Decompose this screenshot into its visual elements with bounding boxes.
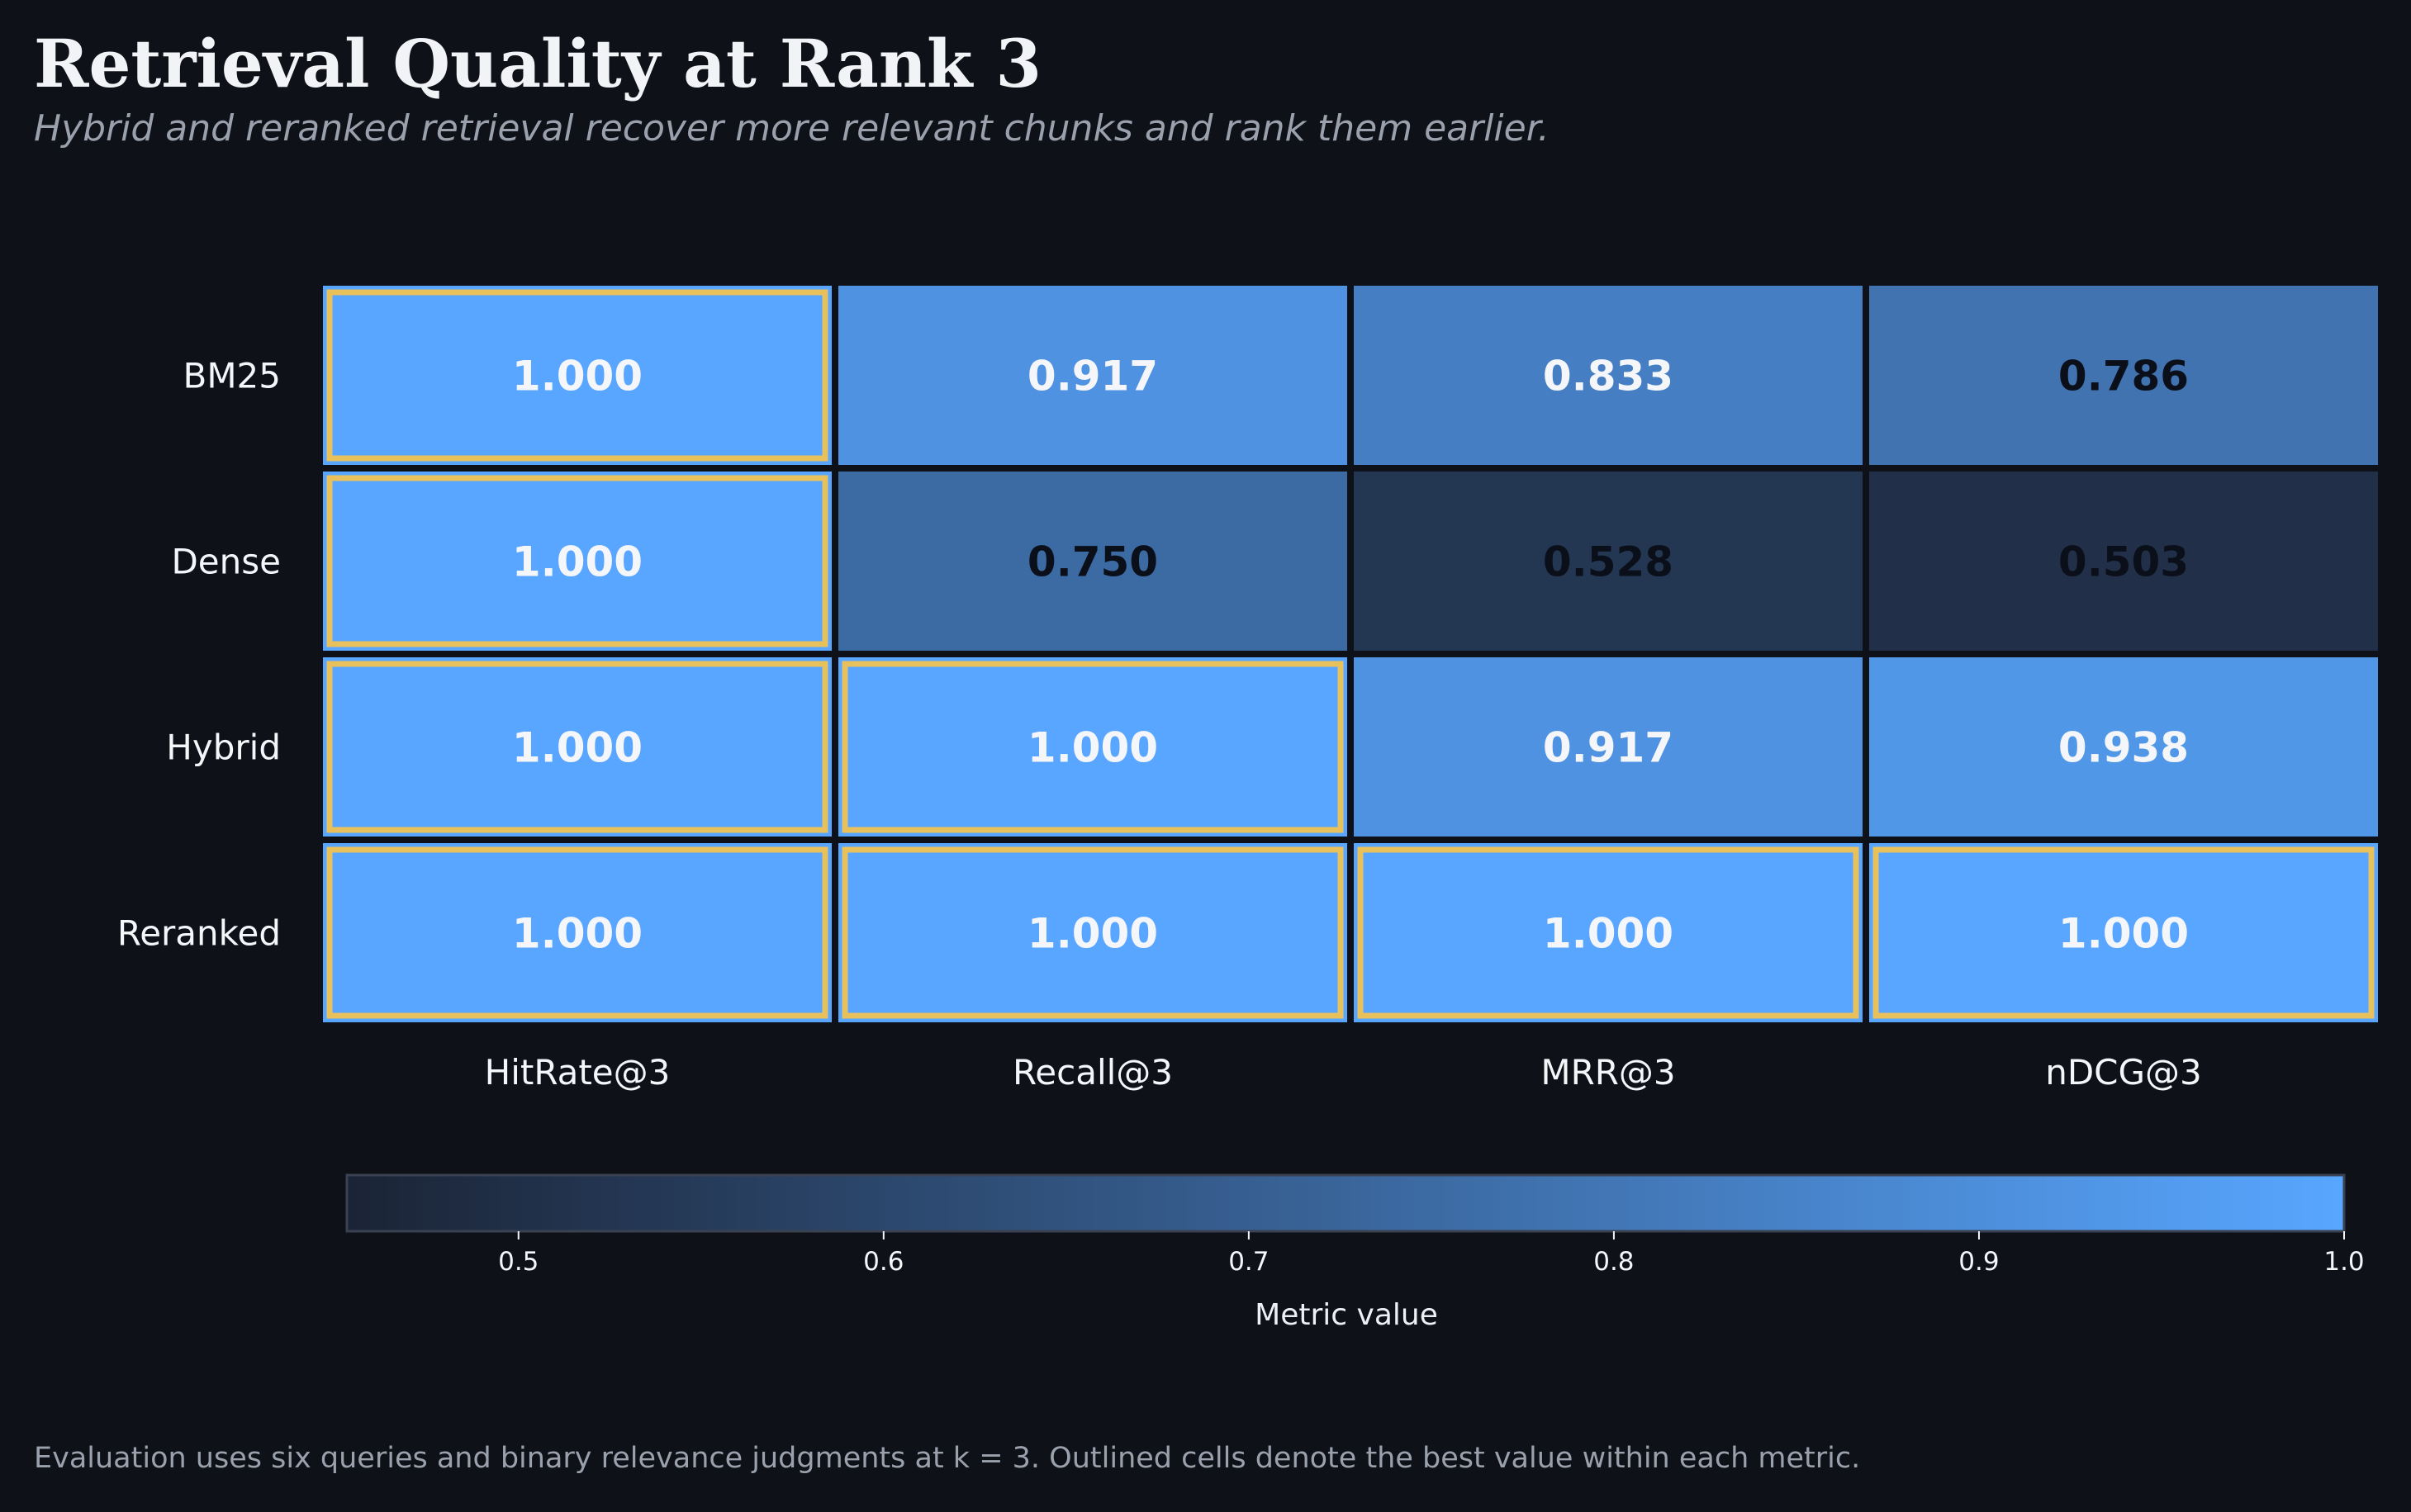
cell-value-label: 0.750 <box>1028 538 1158 586</box>
cell-value-label: 1.000 <box>512 538 643 586</box>
best-value-outline <box>842 846 1344 1019</box>
colorbar-label: Metric value <box>1255 1298 1438 1332</box>
heatmap-cell <box>1863 465 2385 657</box>
cell-value-label: 0.503 <box>2058 538 2189 586</box>
cell-value-label: 1.000 <box>1028 910 1158 958</box>
row-label: Dense <box>171 542 281 582</box>
colorbar-tick-label: 0.8 <box>1593 1247 1634 1277</box>
colorbar-tick-label: 0.5 <box>498 1247 539 1277</box>
cell-value-label: 1.000 <box>1543 910 1673 958</box>
heatmap-cell <box>1863 651 2385 843</box>
row-label: BM25 <box>183 356 282 396</box>
best-value-outline <box>326 475 828 647</box>
cell-value-label: 1.000 <box>1028 724 1158 772</box>
cell-value-label: 0.833 <box>1543 353 1673 401</box>
colorbar-tick-label: 0.9 <box>1958 1247 1999 1277</box>
heatmap-cell <box>1347 837 1869 1029</box>
chart-title: Retrieval Quality at Rank 3 <box>34 25 1042 102</box>
column-label: MRR@3 <box>1540 1052 1675 1093</box>
column-label: nDCG@3 <box>2045 1052 2202 1093</box>
row-label: Hybrid <box>166 728 281 768</box>
cell-value-label: 0.938 <box>2058 724 2189 772</box>
heatmap-cell <box>832 279 1354 472</box>
colorbar-tick-label: 0.6 <box>863 1247 904 1277</box>
row-label: Reranked <box>117 913 281 954</box>
heatmap-cells: 1.000 0.917 0.833 0.786 1.000 0.750 0.528 0.503… <box>316 279 2385 1029</box>
column-label: Recall@3 <box>1013 1052 1173 1093</box>
chart-subtitle: Hybrid and reranked retrieval recover mo… <box>34 107 1550 149</box>
colorbar-tick-label: 0.7 <box>1228 1247 1269 1277</box>
best-value-outline <box>326 289 828 462</box>
heatmap-cell <box>832 651 1354 843</box>
cell-value-label: 0.786 <box>2058 353 2189 401</box>
colorbar: 0.5 0.6 0.7 0.8 0.9 1.0 <box>345 1173 2365 1277</box>
heatmap-cell <box>316 837 838 1029</box>
best-value-outline <box>1872 846 2375 1019</box>
best-value-outline <box>842 661 1344 833</box>
best-value-outline <box>326 661 828 833</box>
footnote: Evaluation uses six queries and binary r… <box>34 1442 1861 1475</box>
best-value-outline <box>1357 846 1859 1019</box>
cell-value-label: 0.528 <box>1543 538 1673 586</box>
heatmap-cell <box>1863 837 2385 1029</box>
heatmap-cell <box>832 465 1354 657</box>
cell-value-label: 0.917 <box>1028 353 1158 401</box>
row-labels: BM25 Dense Hybrid Reranked <box>117 356 281 954</box>
cell-value-label: 1.000 <box>512 353 643 401</box>
cell-value-label: 1.000 <box>512 724 643 772</box>
column-labels: HitRate@3 Recall@3 MRR@3 nDCG@3 <box>485 1052 2202 1093</box>
colorbar-tick-label: 1.0 <box>2323 1247 2364 1277</box>
column-label: HitRate@3 <box>485 1052 671 1093</box>
cell-value-label: 0.917 <box>1543 724 1673 772</box>
best-value-outline <box>326 846 828 1019</box>
colorbar-gradient <box>345 1173 2346 1233</box>
cell-value-label: 1.000 <box>512 910 643 958</box>
cell-value-label: 1.000 <box>2058 910 2189 958</box>
